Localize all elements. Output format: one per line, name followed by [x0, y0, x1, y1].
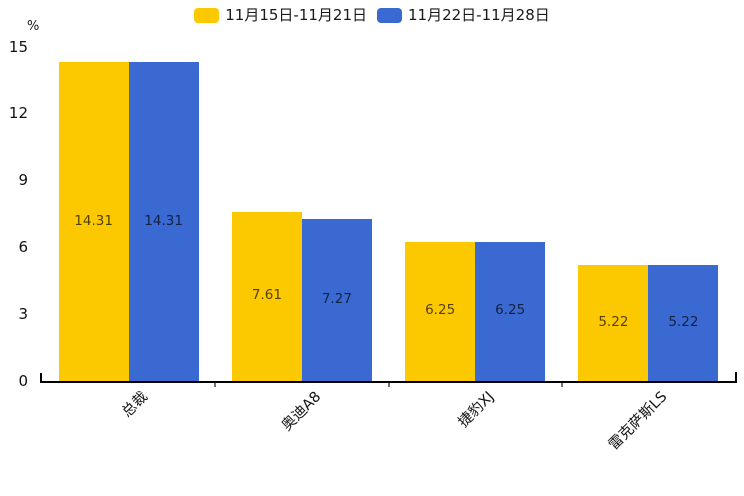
- bar-week2-group2: [301, 219, 372, 381]
- bar-value-label: 14.31: [144, 212, 183, 229]
- legend-item-week2[interactable]: 11月22日-11月28日: [377, 7, 550, 24]
- bar-value-label: 7.61: [251, 287, 282, 304]
- bar-week1-group2: [231, 211, 302, 381]
- bar-week1-group3: [405, 241, 476, 381]
- x-axis-tick: [560, 383, 563, 387]
- bar-value-label: 5.22: [598, 313, 629, 330]
- y-tick-label: 15: [8, 37, 28, 56]
- x-category-label: 总裁: [118, 388, 151, 421]
- x-category-label: 捷豹XJ: [455, 388, 498, 431]
- x-axis-line: [40, 381, 737, 383]
- bar-week2-group3: [475, 241, 546, 381]
- bar-value-label: 6.25: [495, 302, 526, 319]
- x-axis-tick: [387, 383, 390, 387]
- bar-value-label: 5.22: [668, 313, 699, 330]
- x-category-label: 雷克萨斯LS: [605, 388, 671, 454]
- y-tick-label: 9: [18, 171, 28, 190]
- bar-week2-group4: [648, 264, 719, 381]
- y-tick-label: 6: [18, 237, 28, 256]
- bar-value-label: 7.27: [321, 291, 352, 308]
- legend-label-week2: 11月22日-11月28日: [408, 6, 550, 24]
- bar-week2-group1: [128, 62, 199, 381]
- bar-value-label: 14.31: [74, 212, 113, 229]
- legend-swatch-week1-icon: [194, 8, 220, 23]
- x-category-label: 奥迪A8: [278, 388, 325, 435]
- x-axis-end-cap-left: [40, 373, 42, 381]
- legend: 11月15日-11月21日 11月22日-11月28日: [0, 7, 744, 24]
- legend-label-week1: 11月15日-11月21日: [225, 6, 367, 24]
- x-axis-tick: [214, 383, 217, 387]
- bar-week1-group1: [58, 62, 129, 381]
- y-axis-unit-label: %: [27, 19, 40, 34]
- y-tick-label: 12: [8, 104, 28, 123]
- bar-week1-group4: [578, 264, 649, 381]
- legend-item-week1[interactable]: 11月15日-11月21日: [194, 7, 367, 24]
- x-axis-end-cap-right: [735, 372, 737, 381]
- legend-swatch-week2-icon: [377, 8, 402, 23]
- y-tick-label: 0: [18, 371, 28, 390]
- bar-value-label: 6.25: [425, 302, 456, 319]
- y-tick-label: 3: [18, 304, 28, 323]
